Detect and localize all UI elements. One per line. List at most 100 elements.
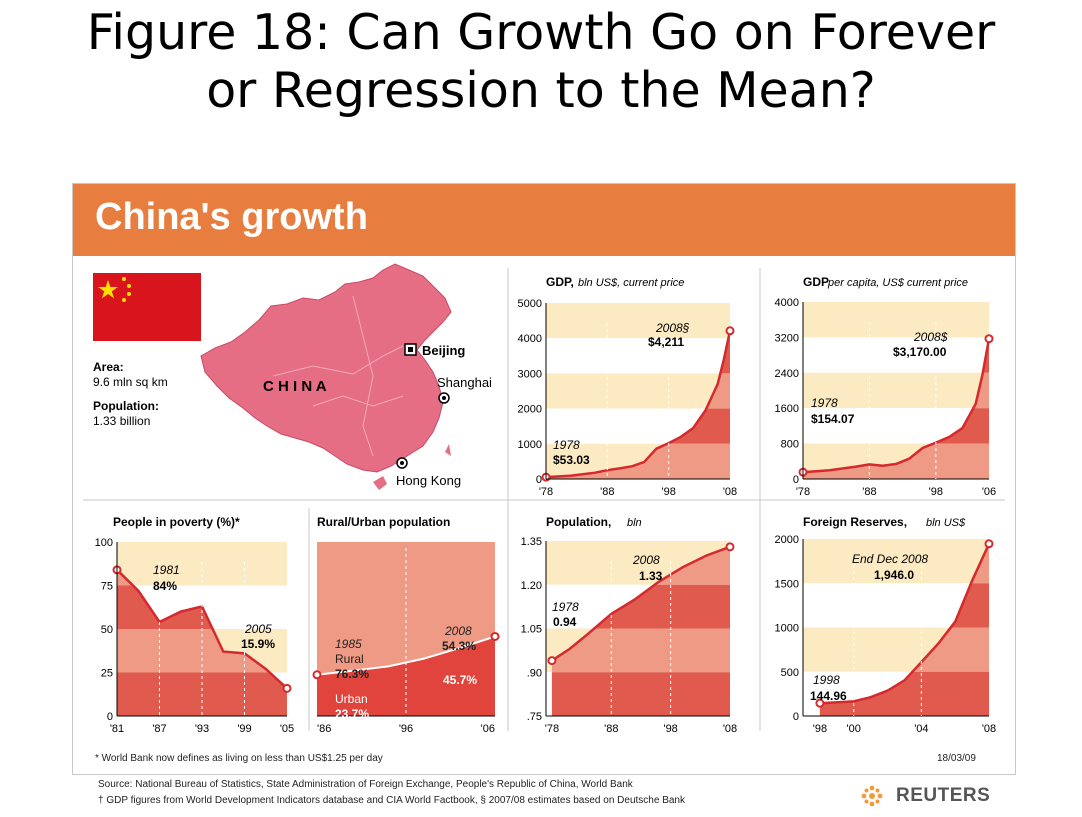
population-point	[547, 656, 557, 666]
gdp-band	[546, 373, 730, 409]
gdp-ytick-label: 0	[536, 474, 542, 486]
slide-title-line1: Figure 18: Can Growth Go on Forever	[86, 4, 996, 61]
slide-title: Figure 18: Can Growth Go on Forever or R…	[0, 4, 1082, 120]
foreign_reserves-annotation-label: 1998	[813, 673, 840, 687]
population-point	[725, 542, 735, 552]
gdp_per_capita-title: GDP	[803, 275, 829, 289]
rural-urban-annotation-label: 1985	[335, 637, 362, 651]
source-note: Source: National Bureau of Statistics, S…	[98, 779, 633, 790]
poverty-title: People in poverty (%)*	[113, 515, 240, 529]
gdp_per_capita-ytick-label: 4000	[775, 297, 799, 309]
infographic-title: China's growth	[95, 196, 368, 238]
gdp-annotation-value: $53.03	[553, 453, 590, 467]
rural-urban-xtick-label: '86	[317, 723, 331, 735]
gdp_per_capita-ytick-label: 0	[793, 474, 799, 486]
gdp_per_capita-ytick-label: 3200	[775, 332, 799, 344]
area-label: Area:	[93, 360, 124, 374]
gdp-xtick-label: '88	[600, 486, 614, 498]
population-ytick-label: 1.35	[521, 536, 542, 548]
population-annotation-value: 1.33	[639, 569, 663, 583]
poverty-ytick-label: 25	[101, 668, 113, 680]
population-area-band	[551, 672, 730, 716]
gdp-ytick-label: 1000	[518, 439, 542, 451]
rural-urban-annotation-label: Urban	[335, 692, 368, 706]
population-ytick-label: .75	[527, 711, 542, 723]
foreign_reserves-band	[803, 539, 989, 584]
population-annotation-label: 1978	[552, 600, 579, 614]
china-map-icon	[200, 263, 452, 490]
gdp-title: GDP,	[546, 275, 574, 289]
infographic-date: 18/03/09	[937, 753, 976, 764]
foreign_reserves-xtick-label: '08	[982, 723, 996, 735]
gdp_per_capita-subtitle: per capita, US$ current price	[827, 277, 968, 289]
poverty-annotation-label: 1981	[153, 563, 180, 577]
gdp-ytick-label: 2000	[518, 404, 542, 416]
foreign_reserves-xtick-label: '00	[847, 723, 861, 735]
gdp_per_capita-annotation-value: $154.07	[811, 412, 855, 426]
gdp-band	[546, 338, 730, 374]
gdp_per_capita-xtick-label: '88	[862, 486, 876, 498]
population-title: Population,	[546, 515, 611, 529]
rural-urban-xtick-label: '96	[399, 723, 413, 735]
gdp_per_capita-band	[803, 372, 989, 409]
poverty-point	[282, 683, 292, 693]
poverty-xtick-label: '87	[152, 723, 166, 735]
foreign_reserves-ytick-label: 0	[793, 711, 799, 723]
gdp-band	[546, 303, 730, 339]
gdp-annotation-label: 2008§	[655, 321, 690, 335]
infographic-panel: China's growth C H I N A Beijing Shangha…	[72, 183, 1016, 775]
poverty-ytick-label: 100	[95, 537, 113, 549]
gdp_per_capita-xtick-label: '98	[929, 486, 943, 498]
infographic-banner: China's growth	[73, 184, 1015, 256]
gdp-note: † GDP figures from World Development Ind…	[98, 795, 685, 806]
population-xtick-label: '98	[663, 723, 677, 735]
gdp_per_capita-xtick-label: '78	[796, 486, 810, 498]
foreign_reserves-point	[815, 698, 825, 708]
infographic-body: C H I N A Beijing Shanghai Hong Kong Are…	[83, 263, 1005, 764]
foreign_reserves-annotation-value: 144.96	[810, 689, 847, 703]
poverty-annotation-value: 84%	[153, 579, 177, 593]
gdp-subtitle: bln US$, current price	[578, 277, 684, 289]
poverty-xtick-label: '93	[195, 723, 209, 735]
rural-urban-xtick-label: '06	[481, 723, 495, 735]
population-series-line	[551, 545, 731, 662]
gdp_per_capita-ytick-label: 2400	[775, 368, 799, 380]
foreign_reserves-annotation-label: End Dec 2008	[852, 552, 928, 566]
city-shanghai: Shanghai	[437, 375, 492, 390]
gdp-xtick-label: '08	[723, 486, 737, 498]
gdp-xtick-label: '98	[661, 486, 675, 498]
population-ytick-label: .90	[527, 667, 542, 679]
poverty-xtick-label: '99	[237, 723, 251, 735]
population-xtick-label: '88	[604, 723, 618, 735]
gdp-ytick-label: 3000	[518, 368, 542, 380]
foreign_reserves-point	[984, 539, 994, 549]
foreign_reserves-subtitle: bln US$	[926, 517, 966, 529]
foreign_reserves-title: Foreign Reserves,	[803, 515, 907, 529]
gdp_per_capita-series-line	[802, 338, 991, 474]
rural-urban-annotation-value: 23.7%	[335, 707, 369, 721]
population-xtick-label: '08	[723, 723, 737, 735]
gdp_per_capita-band	[803, 337, 989, 373]
gdp_per_capita-band	[803, 302, 989, 338]
city-beijing: Beijing	[422, 343, 465, 358]
gdp-annotation-label: 1978	[553, 438, 580, 452]
foreign_reserves-ytick-label: 1000	[775, 623, 799, 635]
poverty-ytick-label: 75	[101, 581, 113, 593]
china-flag-icon	[93, 273, 201, 341]
slide-title-line2: or Regression to the Mean?	[206, 62, 876, 119]
foreign_reserves-ytick-label: 500	[781, 667, 799, 679]
foreign_reserves-ytick-label: 2000	[775, 534, 799, 546]
foreign_reserves-series-line	[819, 543, 991, 705]
foreign_reserves-xtick-label: '04	[914, 723, 928, 735]
poverty-xtick-label: '81	[110, 723, 124, 735]
gdp-point	[725, 326, 735, 336]
reuters-brand: REUTERS	[896, 785, 991, 806]
gdp-ytick-label: 5000	[518, 298, 542, 310]
poverty-ytick-label: 0	[107, 711, 113, 723]
gdp_per_capita-annotation-value: $3,170.00	[893, 345, 947, 359]
population-label: Population:	[93, 399, 159, 413]
gdp_per_capita-ytick-label: 1600	[775, 403, 799, 415]
foreign_reserves-annotation-value: 1,946.0	[874, 568, 914, 582]
gdp-xtick-label: '78	[539, 486, 553, 498]
gdp-annotation-value: $4,211	[648, 335, 684, 349]
